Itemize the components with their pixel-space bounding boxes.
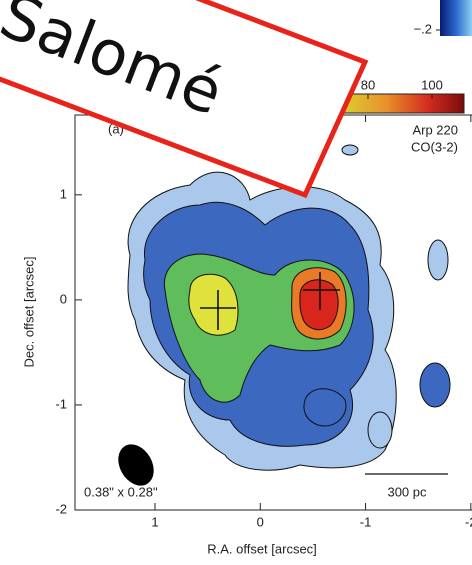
y-axis-label: Dec. offset [arcsec] [21, 256, 36, 367]
x-tick-label: 0 [257, 514, 264, 529]
red-contour [300, 280, 338, 330]
y-tick-label: -1 [55, 396, 67, 411]
y-tick-label: 0 [60, 291, 67, 306]
colorbar-tick-label: −.2 [414, 21, 432, 36]
sticker: Salomé [0, 0, 365, 195]
outer-contour [342, 145, 358, 155]
x-tick-label: -2 [465, 514, 472, 529]
emission-map [128, 145, 450, 470]
colorbar-2 [440, 0, 472, 36]
x-axis-label: R.A. offset [arcsec] [207, 541, 317, 556]
x-tick-label: 1 [151, 514, 158, 529]
x-tick-label: -1 [360, 514, 372, 529]
scale-label: 300 pc [387, 484, 427, 499]
outer-contour [428, 240, 448, 280]
line-label: CO(3-2) [411, 139, 458, 154]
outer-contour [420, 363, 450, 407]
colorbar-tick-label: 80 [361, 77, 375, 92]
source-label: Arp 220 [412, 122, 458, 137]
y-tick-label: 1 [60, 186, 67, 201]
blue-contour [304, 389, 346, 426]
beam-label: 0.38" x 0.28" [84, 484, 158, 499]
colorbar-tick-label: 100 [421, 77, 443, 92]
outer-contour [368, 412, 392, 448]
figure: (a) Arp 220 CO(3-2) 0.38" x 0.28" 300 pc… [0, 0, 472, 565]
y-tick-label: -2 [55, 501, 67, 516]
